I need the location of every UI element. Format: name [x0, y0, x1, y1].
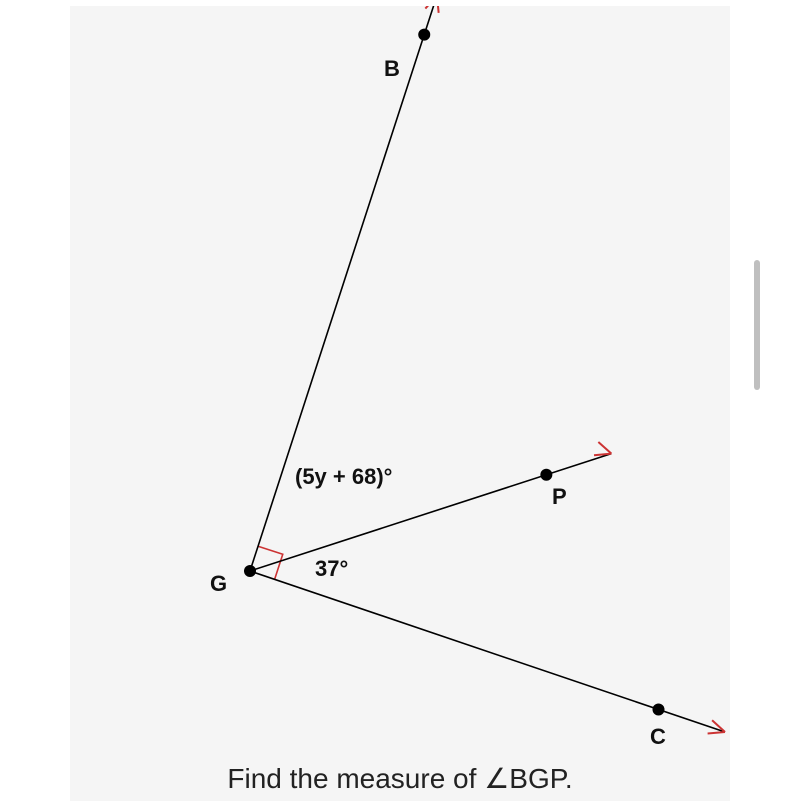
angle-label-BGP: (5y + 68)° — [295, 464, 392, 489]
vertex-G — [258, 546, 283, 579]
point-P — [540, 469, 552, 481]
label-P: P — [552, 484, 567, 509]
question-text: Find the measure of ∠BGP. — [227, 763, 572, 794]
label-C: C — [650, 724, 666, 749]
angle-label-PGC: 37° — [315, 556, 348, 581]
point-B — [418, 29, 430, 41]
diagram-panel: B P C G (5y + 68)° 37° F — [70, 6, 730, 801]
ray-GC: C — [250, 571, 727, 749]
point-G — [244, 565, 256, 577]
label-G: G — [210, 571, 227, 596]
scrollbar[interactable] — [754, 260, 760, 390]
point-C — [653, 703, 665, 715]
label-B: B — [384, 56, 400, 81]
geometry-diagram: B P C G (5y + 68)° 37° F — [70, 6, 730, 801]
ray-GP: P — [250, 442, 614, 571]
right-angle-marker — [258, 546, 283, 579]
